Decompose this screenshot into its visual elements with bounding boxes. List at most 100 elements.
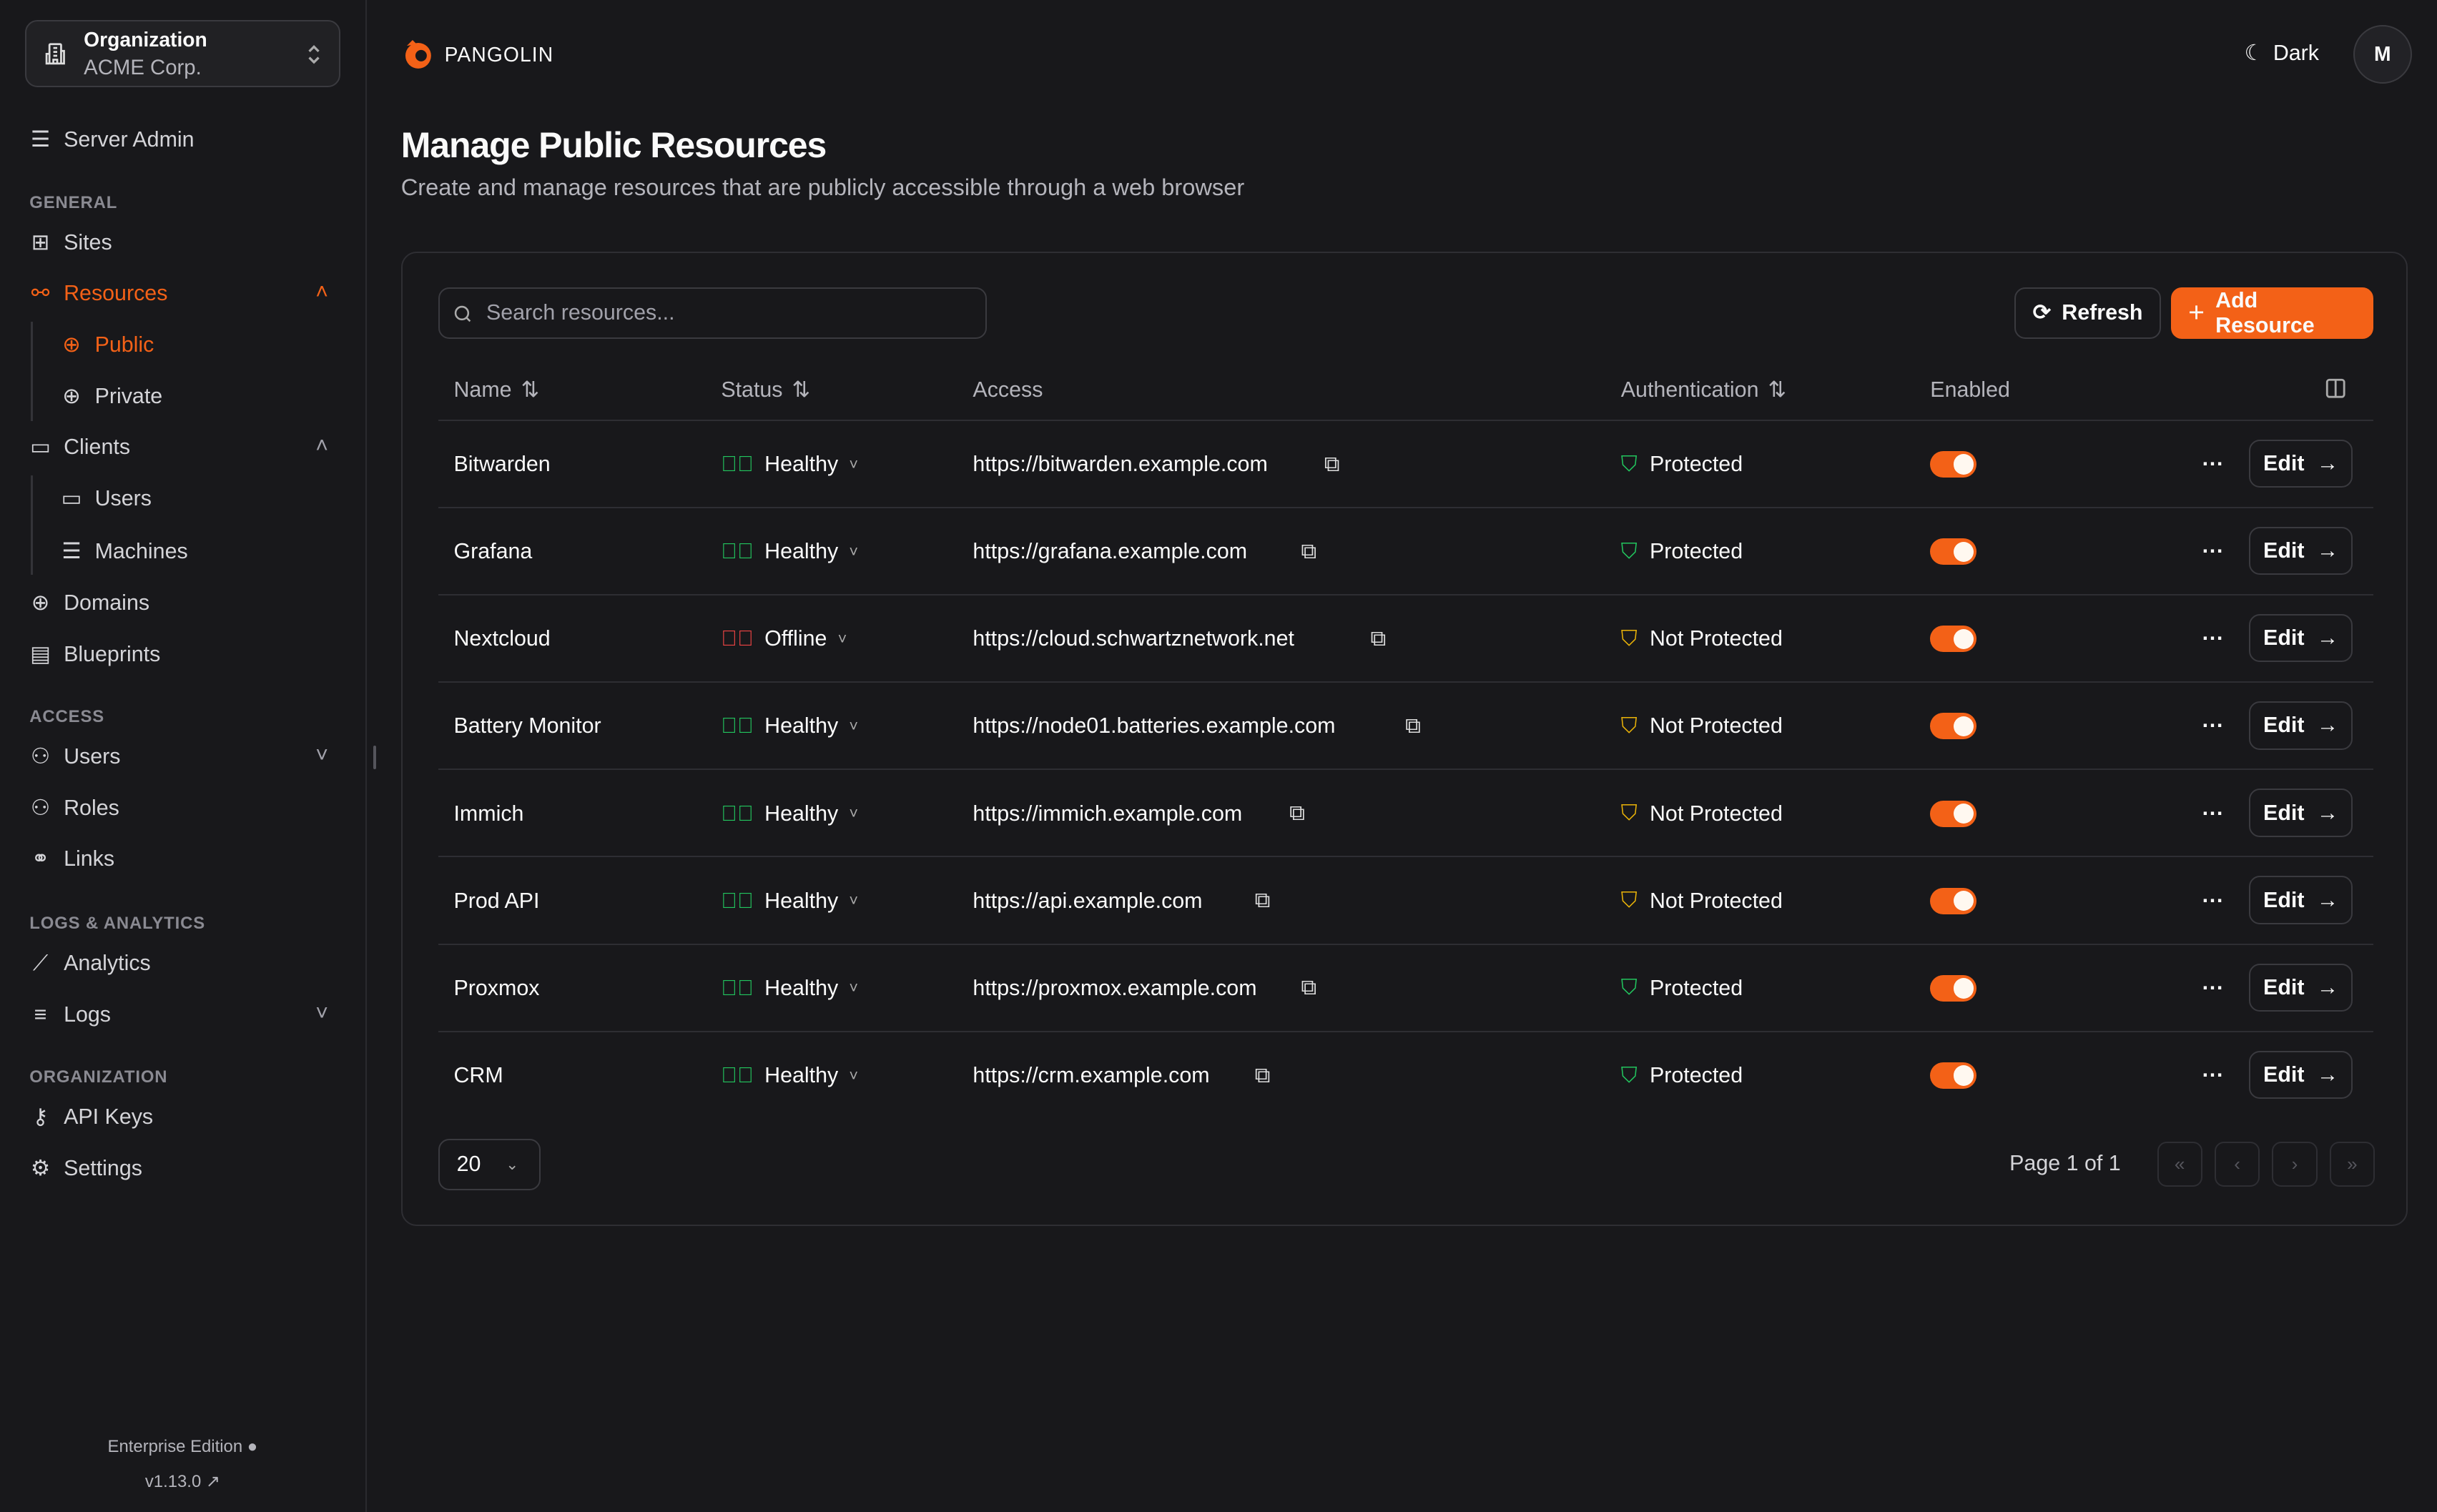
enabled-toggle[interactable] [1930, 538, 1977, 565]
sidebar-item-users-client[interactable]: ▭ Users [61, 483, 152, 514]
last-page-button[interactable]: » [2329, 1142, 2375, 1187]
access-url[interactable]: https://grafana.example.com [973, 539, 1248, 564]
org-switcher[interactable]: Organization ACME Corp. [24, 20, 340, 87]
copy-icon[interactable]: ⧉ [1301, 975, 1317, 1000]
more-actions-icon[interactable]: ··· [2202, 626, 2225, 651]
access-url[interactable]: https://node01.batteries.example.com [973, 713, 1336, 738]
sidebar-item-api-keys[interactable]: ⚷ API Keys [29, 1102, 153, 1132]
auth-label: Protected [1649, 975, 1743, 1000]
sidebar-item-server_admin[interactable]: ☰ Server Admin [29, 124, 195, 155]
columns-icon[interactable] [2325, 377, 2346, 399]
status-dropdown[interactable]: ✓⃝ Healthy ˅ [721, 945, 858, 1032]
edition-label[interactable]: Enterprise Edition ● [0, 1437, 365, 1457]
sidebar-item-sites[interactable]: ⊞ Sites [29, 227, 112, 257]
status-dropdown[interactable]: ✓⃝ Healthy ˅ [721, 421, 858, 508]
sidebar-item-blueprints[interactable]: ▤ Blueprints [29, 638, 160, 669]
edit-label: Edit [2263, 1062, 2305, 1087]
next-page-button[interactable]: › [2272, 1142, 2318, 1187]
chevron-down-icon[interactable]: ˅ [315, 1000, 328, 1025]
sidebar-resize-handle[interactable] [373, 746, 376, 769]
sidebar-item-public[interactable]: ⊕ Public [61, 330, 154, 360]
more-actions-icon[interactable]: ··· [2202, 539, 2225, 564]
more-actions-icon[interactable]: ··· [2202, 1063, 2225, 1088]
access-url[interactable]: https://immich.example.com [973, 801, 1243, 826]
access-url[interactable]: https://proxmox.example.com [973, 975, 1257, 1000]
edit-button[interactable]: Edit → [2248, 439, 2353, 488]
arrow-right-icon: → [2316, 974, 2339, 999]
chevron-up-icon[interactable]: ˄ [315, 433, 328, 458]
access-url[interactable]: https://api.example.com [973, 888, 1203, 913]
edit-button[interactable]: Edit → [2248, 614, 2353, 663]
sidebar-item-roles[interactable]: ⚇ Roles [29, 792, 119, 823]
arrow-right-icon: → [2316, 713, 2339, 738]
column-header-name[interactable]: Name ⇅ [453, 377, 539, 402]
edit-button[interactable]: Edit → [2248, 701, 2353, 750]
copy-icon[interactable]: ⧉ [1289, 801, 1305, 826]
sidebar-item-label: API Keys [64, 1105, 154, 1130]
status-dropdown[interactable]: ✓⃝ Healthy ˅ [721, 683, 858, 770]
edit-button[interactable]: Edit → [2248, 963, 2353, 1012]
sidebar-item-private[interactable]: ⊕ Private [61, 381, 162, 412]
prev-page-button[interactable]: ‹ [2215, 1142, 2260, 1187]
copy-icon[interactable]: ⧉ [1254, 888, 1271, 913]
more-actions-icon[interactable]: ··· [2202, 975, 2225, 1000]
resource-name: Immich [453, 801, 524, 826]
status-dropdown[interactable]: ✓⃝ Healthy ˅ [721, 857, 858, 944]
more-actions-icon[interactable]: ··· [2202, 801, 2225, 826]
enabled-toggle[interactable] [1930, 451, 1977, 478]
server-icon: ☰ [30, 127, 51, 152]
status-label: Offline [764, 626, 827, 651]
check-circle-icon: ✓⃝ [721, 975, 754, 1000]
more-actions-icon[interactable]: ··· [2202, 888, 2225, 913]
enabled-toggle[interactable] [1930, 626, 1977, 653]
enabled-toggle[interactable] [1930, 800, 1977, 827]
first-page-button[interactable]: « [2157, 1142, 2202, 1187]
access-url[interactable]: https://crm.example.com [973, 1063, 1210, 1088]
search-input[interactable] [438, 287, 987, 339]
sidebar-item-clients[interactable]: ▭ Clients [29, 432, 130, 463]
sidebar-item-resources[interactable]: ⚯ Resources [29, 278, 168, 309]
more-actions-icon[interactable]: ··· [2202, 452, 2225, 476]
sidebar-item-domains[interactable]: ⊕ Domains [29, 588, 149, 618]
github-icon: ● [247, 1437, 258, 1457]
edit-button[interactable]: Edit → [2248, 789, 2353, 837]
arrow-right-icon: → [2316, 887, 2339, 912]
column-header-authentication[interactable]: Authentication ⇅ [1621, 377, 1786, 402]
sidebar-item-settings[interactable]: ⚙ Settings [29, 1153, 142, 1184]
more-actions-icon[interactable]: ··· [2202, 713, 2225, 738]
theme-toggle[interactable]: ☾ Dark [2245, 41, 2320, 66]
status-dropdown[interactable]: ✓⃝ Healthy ˅ [721, 508, 858, 596]
sidebar-item-analytics[interactable]: ⟋ Analytics [29, 948, 151, 979]
chevron-up-icon[interactable]: ˄ [315, 280, 328, 305]
enabled-toggle[interactable] [1930, 974, 1977, 1002]
chevron-down-icon[interactable]: ˅ [315, 742, 328, 767]
add-resource-button[interactable]: + Add Resource [2171, 287, 2373, 339]
page-size-select[interactable]: 20 ⌄ [438, 1138, 541, 1190]
copy-icon[interactable]: ⧉ [1254, 1062, 1271, 1087]
status-dropdown[interactable]: ✕⃝ Offline ˅ [721, 596, 847, 683]
enabled-toggle[interactable] [1930, 1062, 1977, 1089]
copy-icon[interactable]: ⧉ [1370, 626, 1387, 651]
edit-button[interactable]: Edit → [2248, 526, 2353, 575]
sidebar-item-links[interactable]: ⚭ Links [29, 844, 114, 874]
access-url[interactable]: https://bitwarden.example.com [973, 452, 1268, 476]
enabled-toggle[interactable] [1930, 887, 1977, 914]
sidebar-item-logs[interactable]: ≡ Logs [29, 999, 111, 1030]
sidebar-item-users[interactable]: ⚇ Users [29, 741, 121, 772]
avatar[interactable]: M [2353, 24, 2412, 84]
enabled-toggle[interactable] [1930, 713, 1977, 740]
status-dropdown[interactable]: ✓⃝ Healthy ˅ [721, 770, 858, 857]
brand-logo[interactable]: PANGOLIN [401, 37, 553, 71]
status-dropdown[interactable]: ✓⃝ Healthy ˅ [721, 1032, 858, 1120]
copy-icon[interactable]: ⧉ [1324, 451, 1340, 476]
version-link[interactable]: v1.13.0 ↗ [0, 1471, 365, 1492]
column-header-status[interactable]: Status ⇅ [721, 377, 810, 402]
refresh-button[interactable]: ⟳ Refresh [2014, 287, 2162, 339]
copy-icon[interactable]: ⧉ [1301, 538, 1317, 563]
sidebar-item-machines[interactable]: ☰ Machines [61, 536, 187, 567]
copy-icon[interactable]: ⧉ [1405, 713, 1421, 738]
edit-button[interactable]: Edit → [2248, 1050, 2353, 1100]
access-url[interactable]: https://cloud.schwartznetwork.net [973, 626, 1294, 651]
edit-button[interactable]: Edit → [2248, 876, 2353, 924]
table-row: Grafana ✓⃝ Healthy ˅ https://grafana.examp… [438, 506, 2373, 596]
